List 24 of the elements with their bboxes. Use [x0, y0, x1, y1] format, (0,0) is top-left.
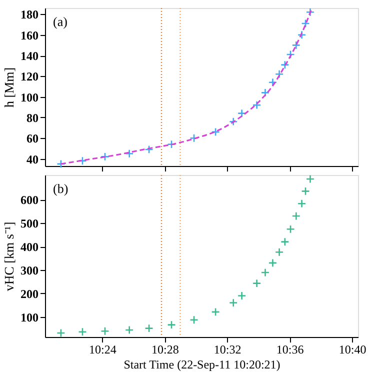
- y-axis-title: h [Mm]: [2, 67, 16, 108]
- y-tick-label: 80: [26, 110, 38, 125]
- y-tick-label: 40: [26, 152, 38, 166]
- x-axis-title: Start Time (22-Sep-11 10:20:21): [124, 358, 280, 372]
- x-tick-label: 10:28: [152, 342, 179, 356]
- annotation: (a): [53, 14, 68, 29]
- y-tick-label: 60: [26, 132, 38, 146]
- x-tick-label: 10:32: [214, 342, 242, 356]
- x-tick-label: 10:24: [88, 342, 116, 356]
- y-tick-label: 140: [20, 49, 38, 64]
- y-tick-label: 100: [20, 310, 38, 324]
- x-tick-label: 10:36: [276, 342, 304, 356]
- x-tick-label: 10:40: [338, 342, 366, 356]
- y-tick-label: 160: [20, 28, 38, 42]
- y-tick-label: 400: [20, 240, 38, 254]
- y-tick-label: 100: [20, 90, 38, 104]
- y-tick-label: 300: [20, 263, 38, 278]
- y-axis-title: vHC [km s⁻¹]: [2, 222, 16, 292]
- y-tick-label: 180: [20, 8, 38, 22]
- y-tick-label: 600: [20, 193, 38, 208]
- y-tick-label: 200: [20, 286, 38, 301]
- annotation: (b): [53, 181, 68, 196]
- y-tick-label: 500: [20, 216, 38, 231]
- y-tick-label: 120: [20, 70, 38, 84]
